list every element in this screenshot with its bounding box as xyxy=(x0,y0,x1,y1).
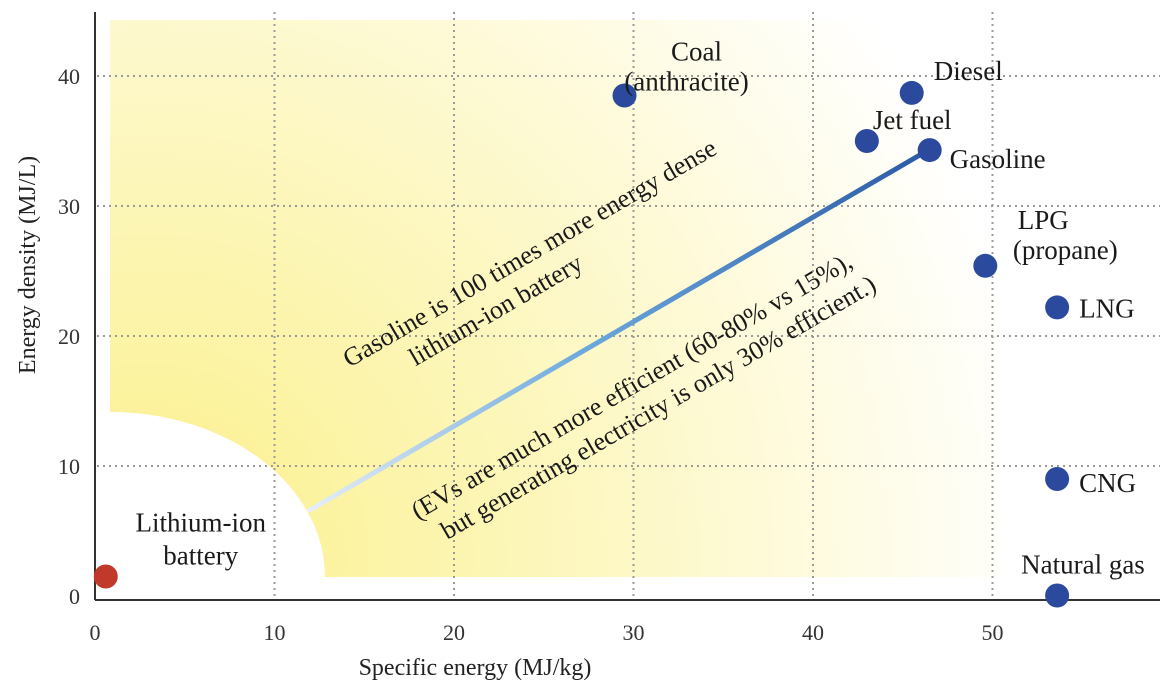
data-points xyxy=(93,80,1070,608)
data-point xyxy=(612,83,637,108)
data-point xyxy=(1045,583,1070,608)
background-region xyxy=(110,20,1000,577)
point-label: battery xyxy=(163,541,238,571)
data-point xyxy=(899,80,924,105)
data-point xyxy=(1045,295,1070,320)
y-tick-labels: 0 10 20 30 40 xyxy=(58,64,80,609)
y-tick-label: 30 xyxy=(58,194,80,219)
x-tick-label: 10 xyxy=(264,620,286,645)
x-tick-label: 30 xyxy=(623,620,645,645)
point-label: (propane) xyxy=(1013,235,1118,265)
point-label: Coal xyxy=(671,37,722,67)
x-tick-label: 50 xyxy=(982,620,1004,645)
point-label: LNG xyxy=(1079,293,1135,323)
data-point xyxy=(973,253,998,278)
point-label: Jet fuel xyxy=(873,105,952,135)
point-label: LPG xyxy=(1018,205,1069,235)
y-tick-label: 20 xyxy=(58,324,80,349)
point-label: CNG xyxy=(1079,468,1136,498)
x-tick-label: 0 xyxy=(90,620,101,645)
trend-line xyxy=(307,149,928,513)
y-tick-label: 40 xyxy=(58,64,80,89)
data-point xyxy=(854,129,879,153)
data-point xyxy=(917,138,942,163)
point-label: Natural gas xyxy=(1021,549,1145,579)
y-tick-label: 10 xyxy=(58,454,80,479)
data-point xyxy=(1045,467,1070,491)
y-tick-label: 0 xyxy=(69,584,80,609)
point-label: (anthracite) xyxy=(624,67,748,97)
data-point xyxy=(93,564,118,589)
x-tick-label: 40 xyxy=(802,620,824,645)
grid-lines xyxy=(97,12,1160,598)
y-axis-title: Energy density (MJ/L) xyxy=(15,156,41,374)
x-axis-title: Specific energy (MJ/kg) xyxy=(359,655,592,681)
point-label: Gasoline xyxy=(950,144,1046,174)
point-label: Diesel xyxy=(934,56,1003,86)
x-tick-label: 20 xyxy=(443,620,465,645)
x-tick-labels: 0 10 20 30 40 50 xyxy=(90,620,1004,645)
point-label: Lithium-ion xyxy=(136,508,267,538)
